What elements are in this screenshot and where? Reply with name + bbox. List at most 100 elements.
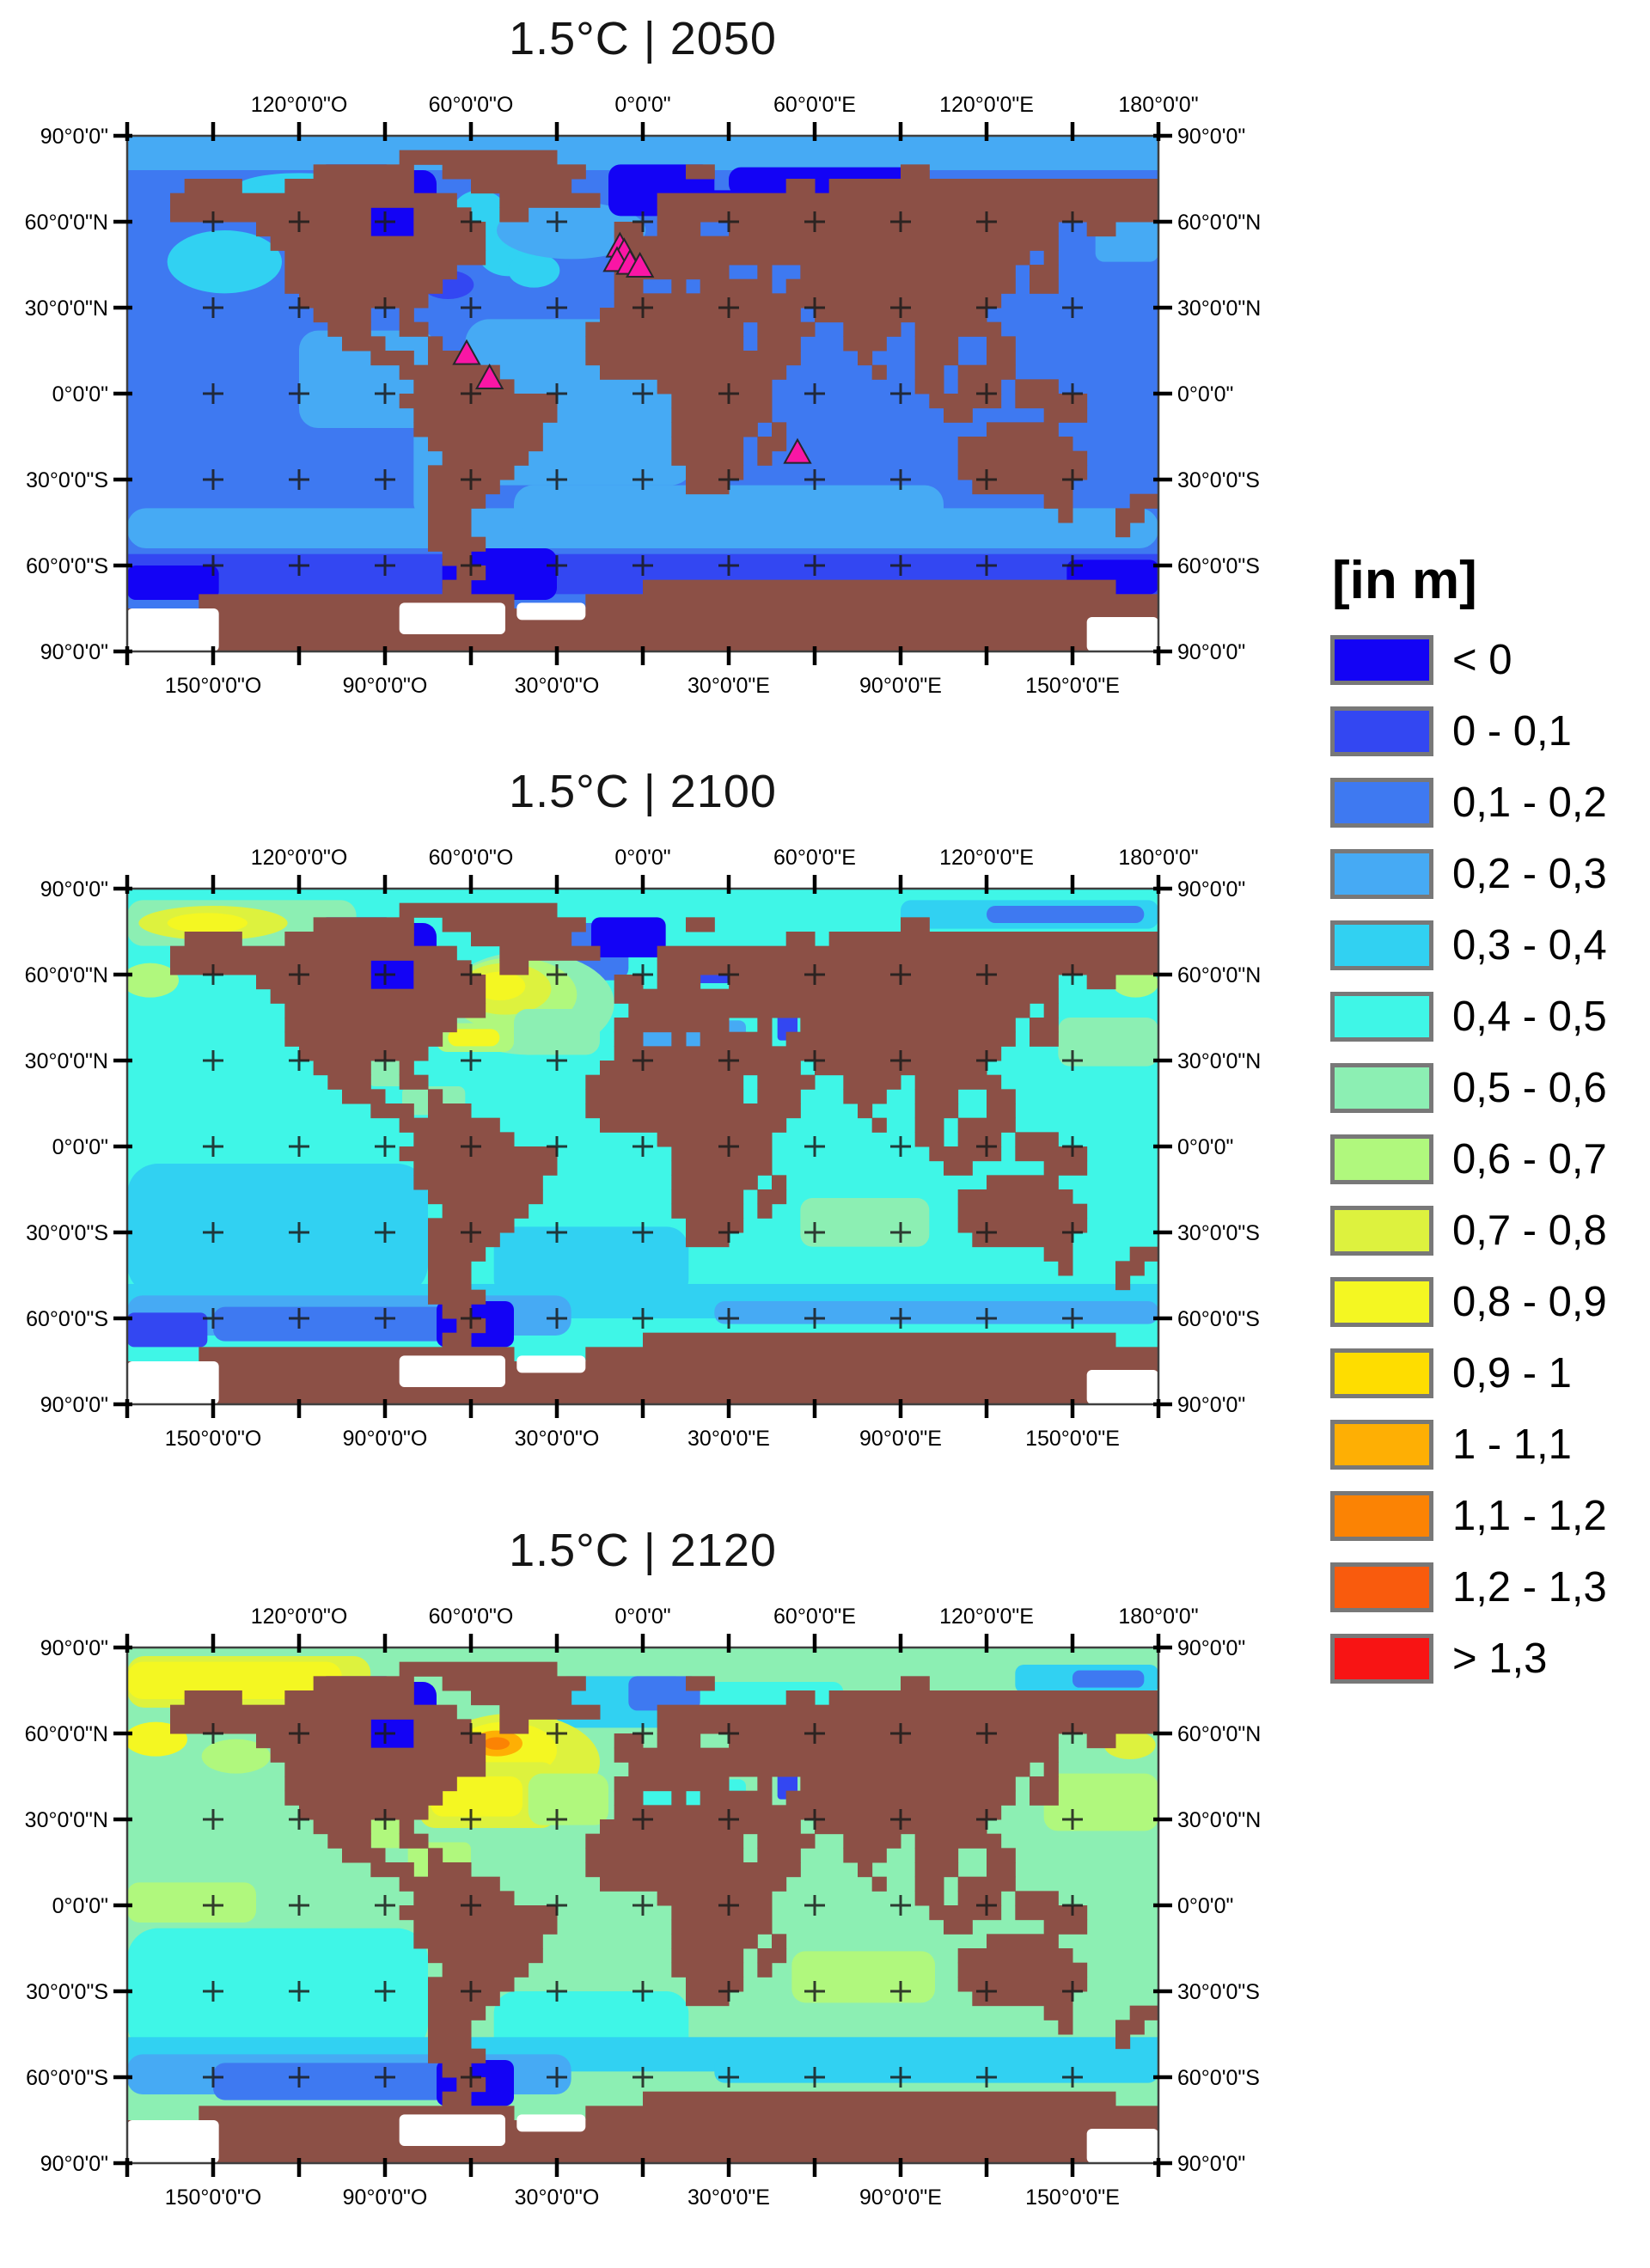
map-title-2100: 1.5°C | 2100 [509,766,777,817]
legend-entry-label: 0,2 - 0,3 [1452,851,1607,897]
axis-label-left: 30°0'0"S [26,468,108,492]
legend-swatch [1330,1491,1433,1541]
axis-label-left: 90°0'0" [40,640,108,664]
axis-label-right: 30°0'0"N [1177,296,1261,321]
legend-swatch [1330,1206,1433,1256]
legend-swatch [1330,778,1433,828]
axis-label-top: 60°0'0"O [429,1605,514,1629]
axis-label-left: 60°0'0"N [25,1722,108,1746]
axis-label-bottom: 30°0'0"E [688,1427,770,1451]
axis-label-right: 0°0'0" [1177,1894,1233,1918]
axis-label-bottom: 150°0'0"O [165,2185,262,2210]
legend-entry-label: > 1,3 [1452,1635,1548,1682]
legend-entry: < 0 [1330,635,1648,685]
axis-label-top: 120°0'0"O [251,93,348,117]
axis-label-top: 120°0'0"E [939,93,1034,117]
axis-label-bottom: 30°0'0"O [515,1427,600,1451]
axis-label-bottom: 90°0'0"E [859,674,942,698]
map-section-2050: 1.5°C | 2050 120°0'0"O 60°0'0"O 0°0'0" 60°0… [0,0,1315,756]
axis-label-top: 0°0'0" [614,93,670,117]
axis-label-left: 60°0'0"S [26,554,108,578]
axis-label-bottom: 150°0'0"E [1025,674,1120,698]
axis-label-left: 90°0'0" [40,1393,108,1417]
legend-entry-label: 1,2 - 1,3 [1452,1564,1607,1611]
axis-label-right: 90°0'0" [1177,1636,1245,1660]
axis-label-bottom: 150°0'0"O [165,674,262,698]
station-markers [452,231,812,464]
axis-label-bottom: 90°0'0"E [859,2185,942,2210]
legend-entry: 0,7 - 0,8 [1330,1206,1648,1256]
axis-ticks [113,122,1172,665]
axis-label-right: 60°0'0"S [1177,1307,1260,1331]
axis-label-right: 90°0'0" [1177,640,1245,664]
map-section-2100: 1.5°C | 2100 120°0'0"O 60°0'0"O 0°0'0" 60°0… [0,753,1315,1509]
legend-entry-label: 1 - 1,1 [1452,1421,1572,1468]
legend-entry-label: 0,6 - 0,7 [1452,1136,1607,1183]
axis-label-left: 60°0'0"S [26,2066,108,2090]
axis-label-top: 60°0'0"O [429,93,514,117]
legend-entry: 1,2 - 1,3 [1330,1562,1648,1612]
legend-entries: < 0 0 - 0,1 0,1 - 0,2 0,2 - 0,3 0,3 - 0,4 0,4… [1330,635,1648,1684]
axis-label-left: 60°0'0"N [25,211,108,235]
legend-swatch [1330,1634,1433,1684]
axis-label-top: 180°0'0" [1118,846,1198,870]
axis-label-bottom: 30°0'0"E [688,674,770,698]
legend-entry: 0,8 - 0,9 [1330,1277,1648,1327]
legend-entry-label: 0,4 - 0,5 [1452,993,1607,1040]
legend-swatch [1330,706,1433,756]
axis-label-top: 60°0'0"E [773,93,856,117]
legend-swatch [1330,1348,1433,1398]
axis-label-top: 180°0'0" [1118,1605,1198,1629]
legend-entry-label: < 0 [1452,637,1512,683]
axis-labels: 120°0'0"O 60°0'0"O 0°0'0" 60°0'0"E 120°0'0"E… [25,1605,1262,2210]
axis-label-bottom: 90°0'0"E [859,1427,942,1451]
legend-entry: 0,4 - 0,5 [1330,992,1648,1042]
axis-label-bottom: 90°0'0"O [343,2185,428,2210]
legend-swatch [1330,992,1433,1042]
legend-swatch [1330,1063,1433,1113]
axis-label-left: 30°0'0"N [25,1808,108,1832]
graticule-crosses [203,964,1083,1329]
axis-label-top: 0°0'0" [614,846,670,870]
legend-entry-label: 0,7 - 0,8 [1452,1207,1607,1254]
axis-label-top: 60°0'0"O [429,846,514,870]
axis-ticks [113,875,1172,1418]
axis-label-left: 90°0'0" [40,2152,108,2176]
axis-label-right: 0°0'0" [1177,1135,1233,1159]
axis-label-right: 60°0'0"S [1177,2066,1260,2090]
legend-entry: 0 - 0,1 [1330,706,1648,756]
legend-swatch [1330,1562,1433,1612]
world-map-2100: 120°0'0"O 60°0'0"O 0°0'0" 60°0'0"E 120°0'0"E… [25,846,1262,1451]
axis-label-right: 60°0'0"N [1177,1722,1261,1746]
axis-label-left: 90°0'0" [40,125,108,149]
axis-label-left: 0°0'0" [52,1894,108,1918]
legend: [in m] < 0 0 - 0,1 0,1 - 0,2 0,2 - 0,3 0,3 -… [1330,550,1648,1705]
axis-label-bottom: 150°0'0"E [1025,1427,1120,1451]
legend-entry-label: 1,1 - 1,2 [1452,1493,1607,1539]
legend-swatch [1330,1420,1433,1470]
axis-label-right: 60°0'0"N [1177,963,1261,987]
station-triangle-icon [452,339,481,365]
legend-title: [in m] [1332,551,1477,610]
axis-label-right: 30°0'0"N [1177,1049,1261,1073]
ice-shelf-layer [127,602,1158,651]
axis-label-top: 180°0'0" [1118,93,1198,117]
legend-entry-label: 0 - 0,1 [1452,708,1572,755]
station-triangle-icon [474,363,504,389]
graticule-crosses [203,1723,1083,2088]
axis-label-right: 60°0'0"N [1177,211,1261,235]
legend-swatch [1330,920,1433,970]
legend-entry-label: 0,9 - 1 [1452,1350,1572,1397]
graticule-crosses [203,211,1083,576]
legend-entry: 0,1 - 0,2 [1330,778,1648,828]
legend-entry-label: 0,1 - 0,2 [1452,779,1607,826]
axis-label-right: 30°0'0"S [1177,468,1260,492]
axis-label-right: 0°0'0" [1177,382,1233,407]
axis-label-top: 60°0'0"E [773,1605,856,1629]
legend-entry-label: 0,5 - 0,6 [1452,1065,1607,1111]
axis-label-right: 90°0'0" [1177,125,1245,149]
legend-entry: 1,1 - 1,2 [1330,1491,1648,1541]
axis-label-top: 0°0'0" [614,1605,670,1629]
ice-shelf-layer [127,2114,1158,2163]
axis-label-top: 120°0'0"O [251,846,348,870]
